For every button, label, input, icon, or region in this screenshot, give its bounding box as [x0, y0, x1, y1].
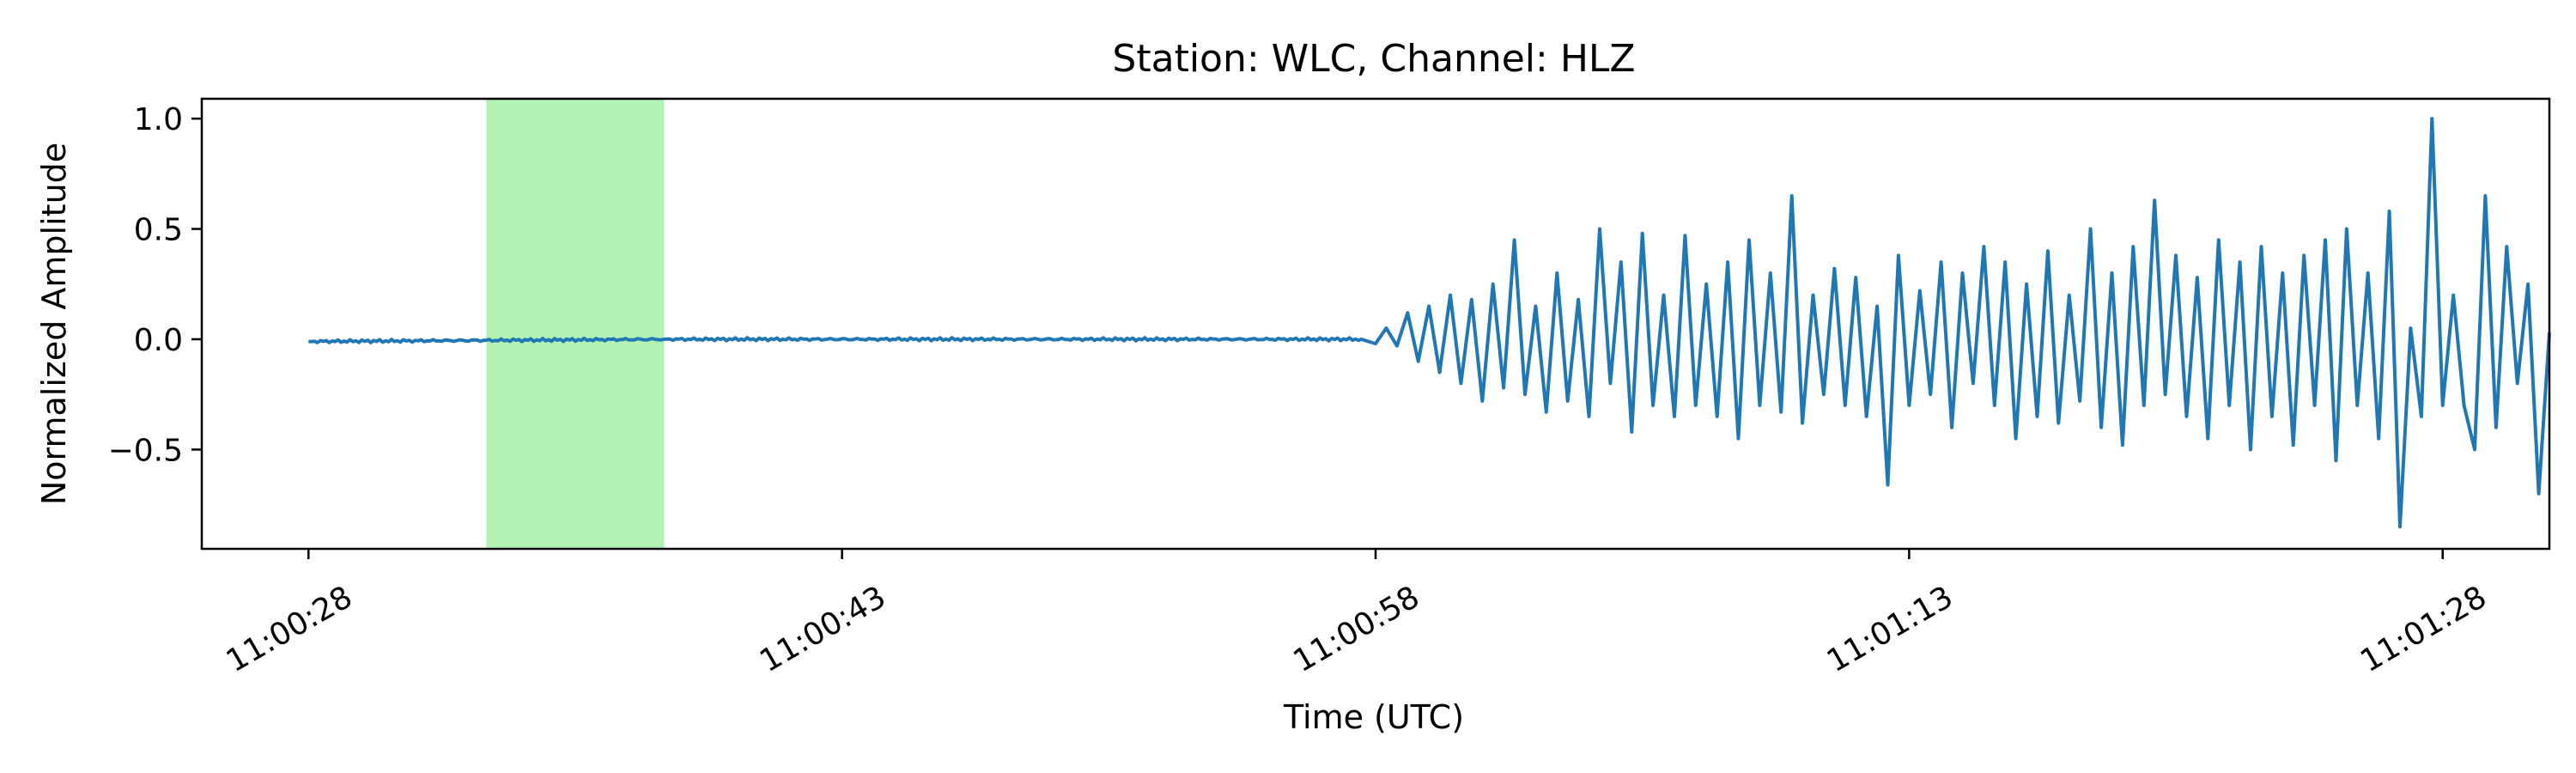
y-tick-label: 1.0 — [134, 102, 183, 137]
y-tick-label: −0.5 — [108, 433, 183, 468]
y-tick-label: 0.5 — [134, 213, 183, 248]
plot-area — [308, 99, 2551, 549]
highlight-window — [486, 99, 665, 549]
y-axis-label: Normalized Amplitude — [35, 143, 73, 505]
y-tick-label: 0.0 — [134, 323, 183, 358]
x-axis-label: Time (UTC) — [1283, 698, 1464, 736]
chart-title: Station: WLC, Channel: HLZ — [1112, 37, 1635, 81]
waveform-series-0 — [308, 117, 2551, 529]
